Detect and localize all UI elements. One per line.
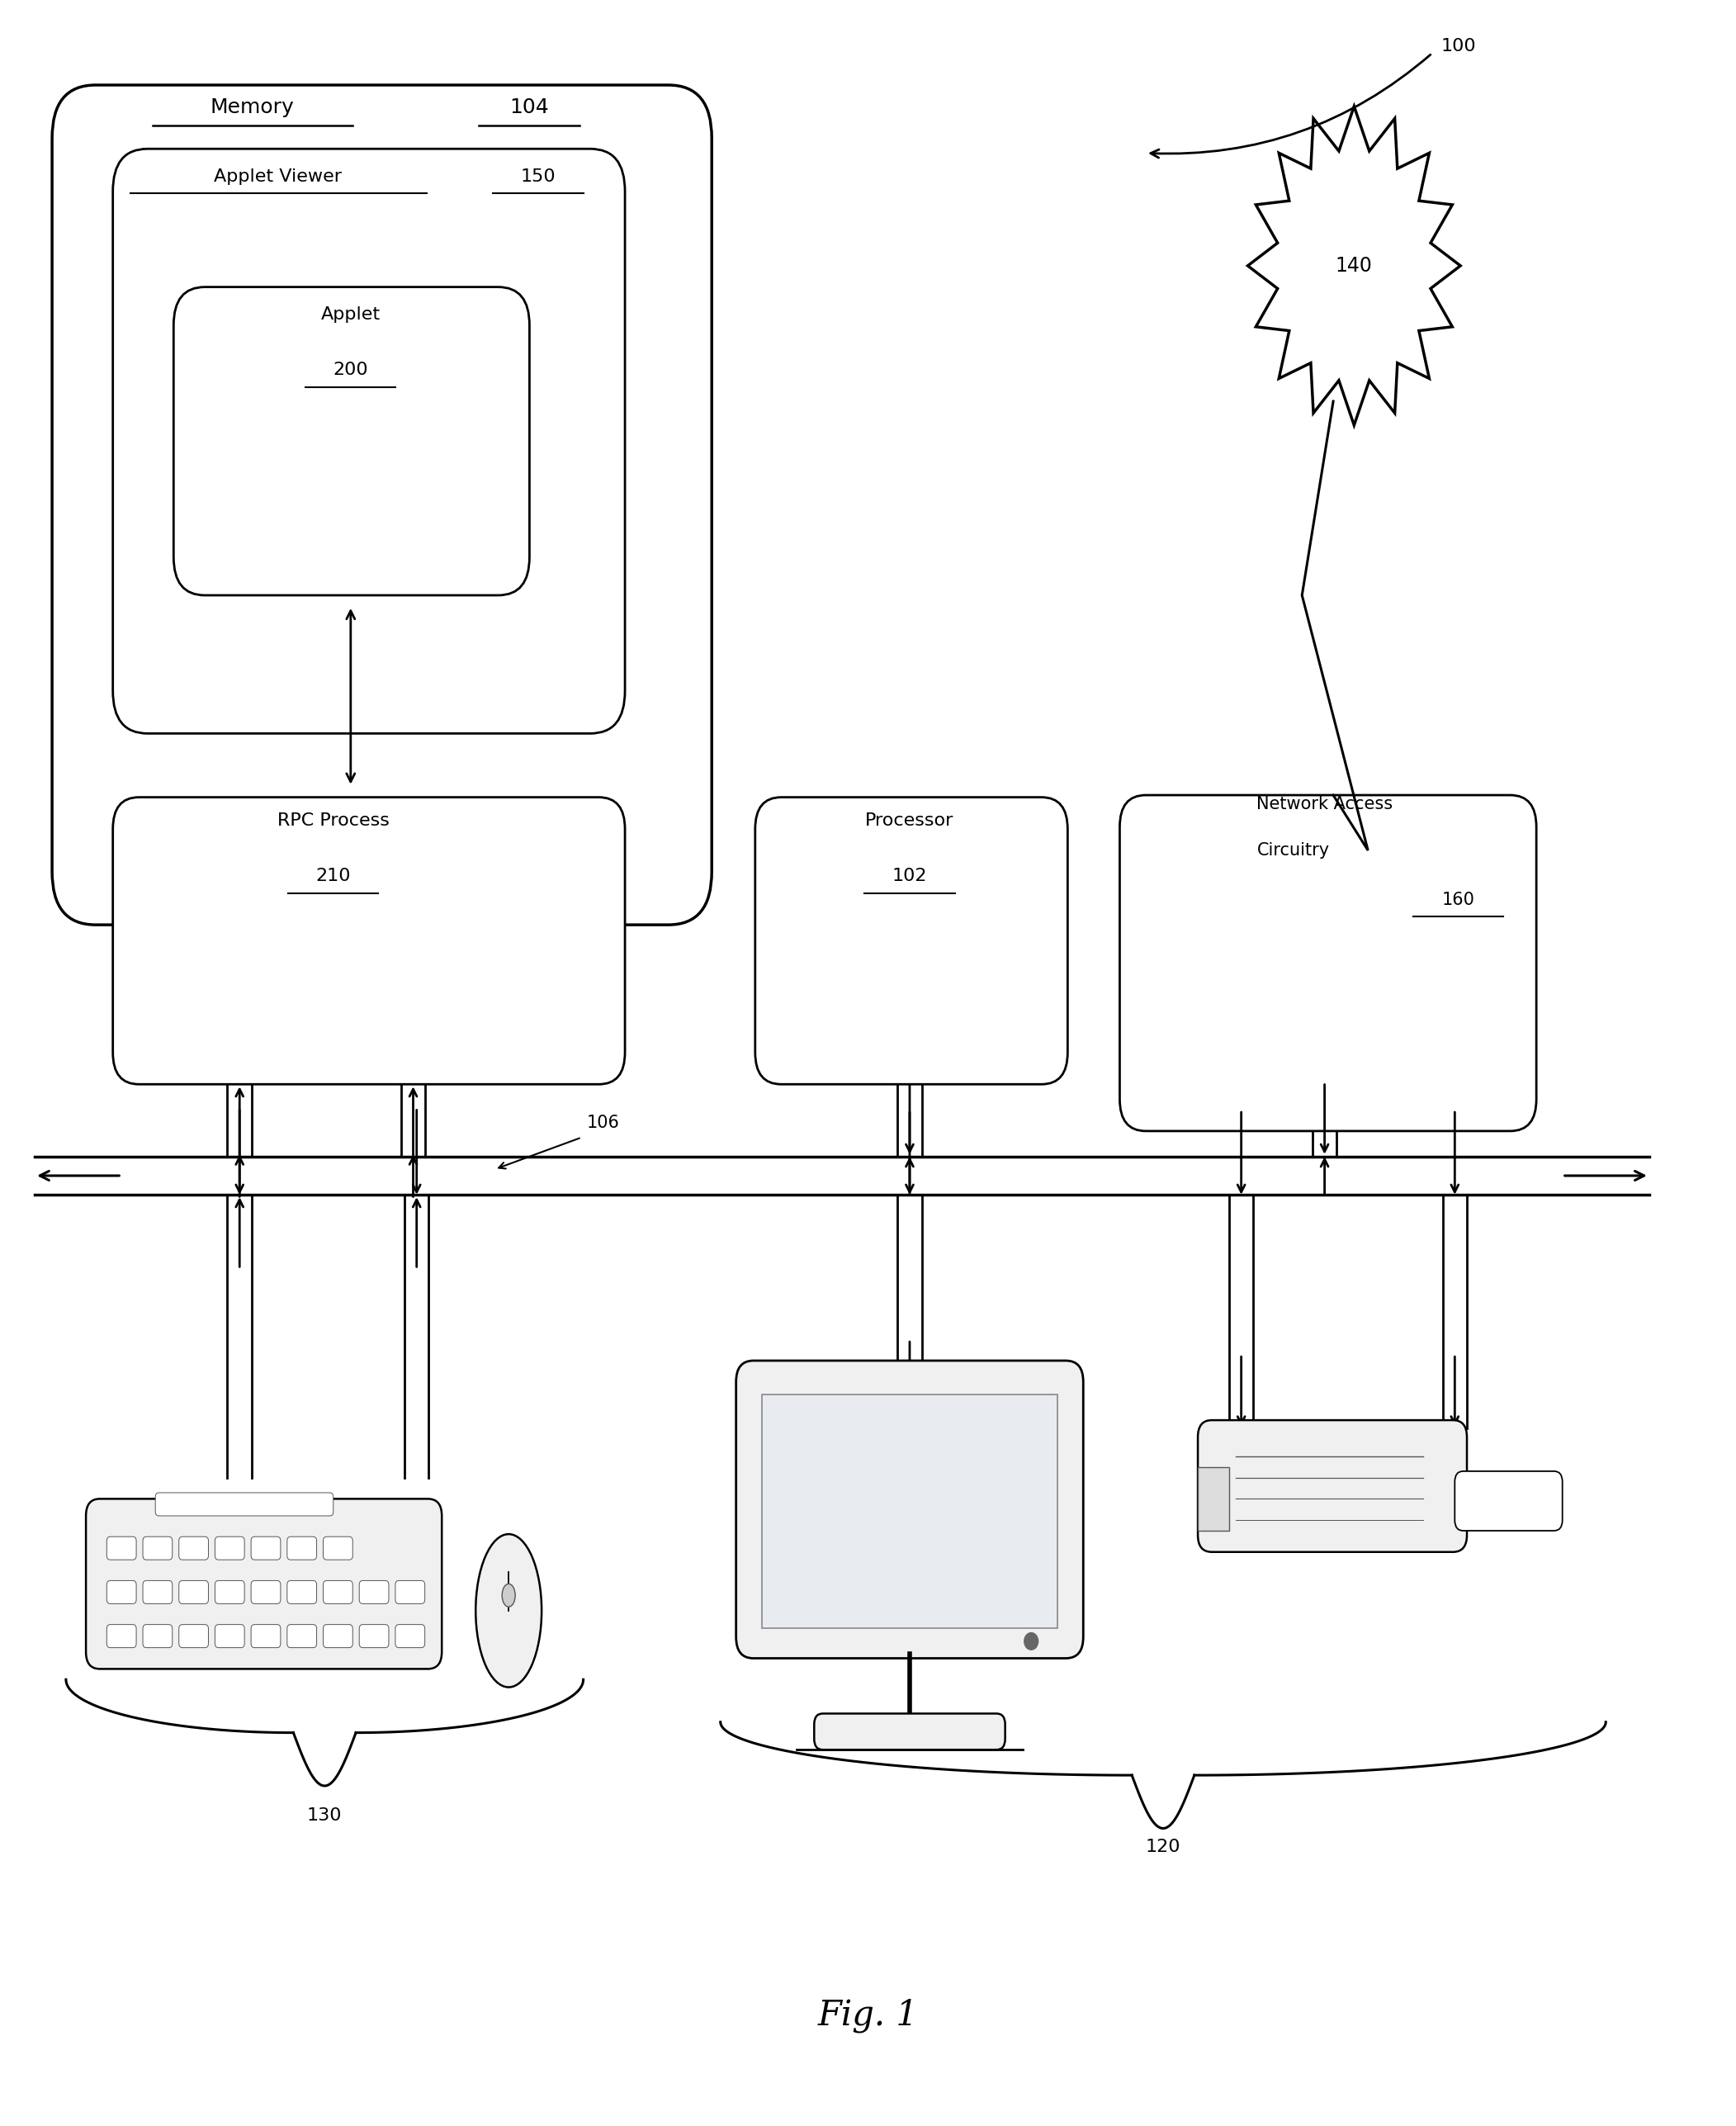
FancyBboxPatch shape [323, 1537, 352, 1560]
Text: 210: 210 [316, 867, 351, 884]
Circle shape [1024, 1633, 1038, 1650]
Text: Memory: Memory [210, 98, 293, 117]
FancyBboxPatch shape [1198, 1467, 1229, 1531]
Text: 160: 160 [1443, 891, 1474, 908]
FancyBboxPatch shape [179, 1580, 208, 1603]
FancyBboxPatch shape [286, 1580, 316, 1603]
FancyBboxPatch shape [359, 1624, 389, 1648]
FancyBboxPatch shape [108, 1580, 135, 1603]
FancyBboxPatch shape [1455, 1471, 1562, 1531]
Text: 106: 106 [587, 1114, 620, 1131]
FancyBboxPatch shape [179, 1537, 208, 1560]
FancyBboxPatch shape [142, 1580, 172, 1603]
FancyBboxPatch shape [108, 1537, 135, 1560]
FancyBboxPatch shape [736, 1361, 1083, 1658]
FancyBboxPatch shape [179, 1624, 208, 1648]
FancyBboxPatch shape [323, 1580, 352, 1603]
FancyBboxPatch shape [1198, 1420, 1467, 1552]
FancyBboxPatch shape [814, 1714, 1005, 1750]
Text: 200: 200 [333, 361, 368, 378]
Text: 150: 150 [521, 168, 556, 185]
FancyBboxPatch shape [359, 1580, 389, 1603]
Ellipse shape [476, 1535, 542, 1688]
FancyBboxPatch shape [762, 1395, 1057, 1629]
FancyBboxPatch shape [1120, 795, 1536, 1131]
Text: 102: 102 [892, 867, 927, 884]
FancyBboxPatch shape [215, 1624, 245, 1648]
FancyBboxPatch shape [215, 1580, 245, 1603]
FancyBboxPatch shape [156, 1492, 333, 1516]
Text: 120: 120 [1146, 1839, 1180, 1856]
FancyBboxPatch shape [108, 1624, 135, 1648]
Text: 140: 140 [1335, 255, 1373, 276]
FancyBboxPatch shape [252, 1580, 281, 1603]
FancyBboxPatch shape [142, 1537, 172, 1560]
FancyBboxPatch shape [142, 1624, 172, 1648]
Text: Processor: Processor [865, 812, 955, 829]
Text: Applet: Applet [321, 306, 380, 323]
Text: Circuitry: Circuitry [1257, 842, 1330, 859]
Ellipse shape [502, 1584, 516, 1607]
Text: Network Access: Network Access [1257, 795, 1392, 812]
FancyBboxPatch shape [113, 149, 625, 733]
FancyBboxPatch shape [52, 85, 712, 925]
FancyBboxPatch shape [215, 1537, 245, 1560]
FancyBboxPatch shape [286, 1624, 316, 1648]
FancyBboxPatch shape [396, 1580, 425, 1603]
FancyBboxPatch shape [174, 287, 529, 595]
FancyBboxPatch shape [252, 1537, 281, 1560]
Text: 100: 100 [1441, 38, 1476, 55]
FancyBboxPatch shape [396, 1624, 425, 1648]
FancyBboxPatch shape [113, 797, 625, 1084]
FancyBboxPatch shape [755, 797, 1068, 1084]
Text: Fig. 1: Fig. 1 [818, 1998, 918, 2032]
Text: 130: 130 [307, 1807, 342, 1824]
Polygon shape [1248, 106, 1460, 425]
Text: 104: 104 [510, 98, 549, 117]
FancyBboxPatch shape [323, 1624, 352, 1648]
FancyBboxPatch shape [252, 1624, 281, 1648]
FancyBboxPatch shape [87, 1499, 441, 1669]
FancyBboxPatch shape [286, 1537, 316, 1560]
Text: RPC Process: RPC Process [278, 812, 389, 829]
Text: Applet Viewer: Applet Viewer [214, 168, 342, 185]
